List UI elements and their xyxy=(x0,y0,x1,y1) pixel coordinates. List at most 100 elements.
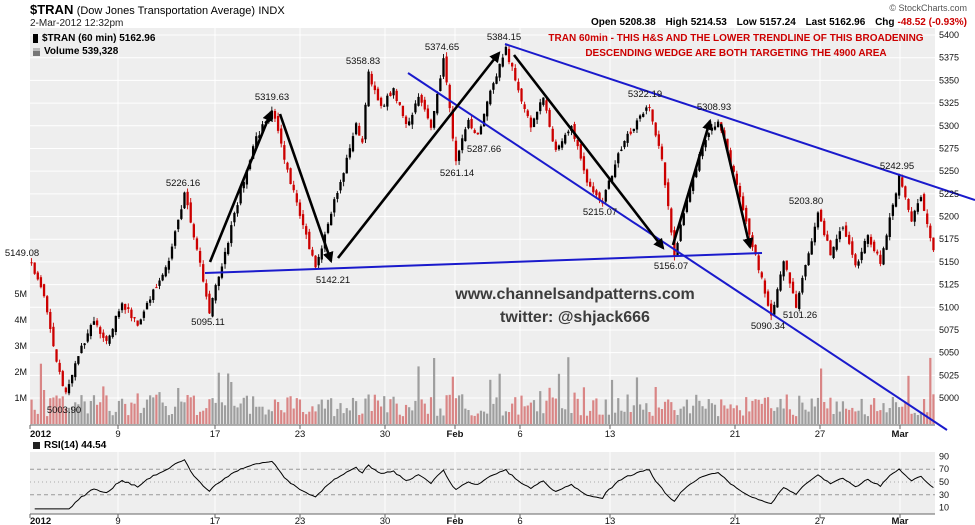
svg-text:5101.26: 5101.26 xyxy=(783,310,817,321)
rsi-line xyxy=(34,459,934,510)
legend-main-label: $TRAN (60 min) 5162.96 xyxy=(42,33,156,44)
svg-text:5M: 5M xyxy=(14,289,27,299)
svg-text:5374.65: 5374.65 xyxy=(425,42,459,53)
svg-text:27: 27 xyxy=(815,429,826,440)
svg-text:23: 23 xyxy=(295,429,306,440)
svg-text:5384.15: 5384.15 xyxy=(487,32,521,43)
symbol-name: (Dow Jones Transportation Average) xyxy=(76,5,256,17)
svg-text:27: 27 xyxy=(815,516,826,525)
svg-text:13: 13 xyxy=(605,429,616,440)
svg-text:5000: 5000 xyxy=(939,393,959,403)
svg-text:90: 90 xyxy=(939,451,949,461)
svg-text:17: 17 xyxy=(210,429,221,440)
low-label: Low xyxy=(736,17,757,28)
volume-histogram-icon xyxy=(33,47,40,56)
svg-text:5350: 5350 xyxy=(939,75,959,85)
svg-text:5003.90: 5003.90 xyxy=(47,405,81,416)
last-label: Last xyxy=(805,17,827,28)
svg-text:6: 6 xyxy=(517,429,522,440)
plot-backgrounds xyxy=(30,28,935,514)
svg-text:5100: 5100 xyxy=(939,302,959,312)
svg-text:4M: 4M xyxy=(14,315,27,325)
price-axis: 5000 5025 5050 5075 5100 5125 5150 5175 5200 5225… xyxy=(939,30,959,403)
svg-text:5322.19: 5322.19 xyxy=(628,89,662,100)
svg-text:5287.66: 5287.66 xyxy=(467,144,501,155)
svg-text:1M: 1M xyxy=(14,393,27,403)
volume-axis: 5M 4M 3M 2M 1M xyxy=(14,289,27,403)
low-value: 5157.24 xyxy=(759,17,796,28)
svg-text:5200: 5200 xyxy=(939,212,959,222)
svg-text:5075: 5075 xyxy=(939,325,959,335)
svg-text:30: 30 xyxy=(380,516,391,525)
x-axis: 2012 2012 9 9 17 17 23 23 30 30 Feb Feb 6 6 13 13 21 21 27… xyxy=(29,424,935,525)
watermark-site: www.channelsandpatterns.com xyxy=(455,286,695,303)
watermark-twitter: twitter: @shjack666 xyxy=(500,309,650,326)
last-value: 5162.96 xyxy=(829,17,866,28)
svg-text:5261.14: 5261.14 xyxy=(440,168,474,179)
svg-text:9: 9 xyxy=(115,429,120,440)
svg-text:5142.21: 5142.21 xyxy=(316,275,350,286)
trendline-wedge-upper xyxy=(504,43,975,201)
svg-text:5319.63: 5319.63 xyxy=(255,92,289,103)
svg-text:50: 50 xyxy=(939,477,949,487)
svg-text:Feb: Feb xyxy=(447,516,464,525)
candlestick-icon xyxy=(33,34,38,43)
svg-text:5150: 5150 xyxy=(939,257,959,267)
svg-text:5242.95: 5242.95 xyxy=(880,161,914,172)
svg-text:5215.07: 5215.07 xyxy=(583,207,617,218)
trendlines xyxy=(204,43,975,431)
svg-text:5156.07: 5156.07 xyxy=(654,261,688,272)
gridlines xyxy=(30,28,935,514)
svg-text:2012: 2012 xyxy=(30,516,51,525)
legend-main: $TRAN (60 min) 5162.96 xyxy=(33,33,155,44)
legend-rsi: RSI(14) 44.54 xyxy=(33,440,106,451)
svg-text:2M: 2M xyxy=(14,367,27,377)
svg-text:Mar: Mar xyxy=(892,516,909,525)
high-label: High xyxy=(665,17,688,28)
svg-text:23: 23 xyxy=(295,516,306,525)
hs-pattern-arrows xyxy=(208,51,754,264)
legend-rsi-label: RSI(14) 44.54 xyxy=(44,440,107,451)
high-value: 5214.53 xyxy=(690,17,727,28)
svg-text:5203.80: 5203.80 xyxy=(789,196,823,207)
svg-text:13: 13 xyxy=(605,516,616,525)
svg-text:5400: 5400 xyxy=(939,30,959,40)
svg-text:2012: 2012 xyxy=(30,429,51,440)
trendline-neckline xyxy=(204,252,763,274)
page-title: $TRAN (Dow Jones Transportation Average)… xyxy=(30,2,285,17)
svg-text:30: 30 xyxy=(380,429,391,440)
quote-bar: Open 5208.38 High 5214.53 Low 5157.24 Last 5… xyxy=(591,17,967,28)
trendline-wedge-lower xyxy=(407,72,948,431)
analyst-annotation: TRAN 60min - THIS H&S AND THE LOWER TREN… xyxy=(538,31,934,61)
watermark: www.channelsandpatterns.com twitter: @sh… xyxy=(290,283,860,329)
open-label: Open xyxy=(590,17,617,28)
svg-text:5225: 5225 xyxy=(939,189,959,199)
svg-text:5300: 5300 xyxy=(939,121,959,131)
svg-text:5325: 5325 xyxy=(939,98,959,108)
legend-volume-label: Volume 539,328 xyxy=(44,46,119,57)
candlesticks xyxy=(30,45,935,396)
svg-text:5025: 5025 xyxy=(939,370,959,380)
svg-text:5095.11: 5095.11 xyxy=(191,317,225,328)
svg-text:5149.08: 5149.08 xyxy=(5,248,39,259)
chart-datetime: 2-Mar-2012 12:32pm xyxy=(30,18,124,29)
chg-label: Chg xyxy=(875,17,895,28)
svg-text:Mar: Mar xyxy=(892,429,909,440)
annotation-line1: TRAN 60min - THIS H&S AND THE LOWER TREN… xyxy=(548,33,924,44)
symbol: $TRAN xyxy=(30,2,74,17)
svg-text:5308.93: 5308.93 xyxy=(697,102,731,113)
svg-text:5375: 5375 xyxy=(939,53,959,63)
chg-value: -48.52 (-0.93%) xyxy=(897,17,967,28)
svg-text:9: 9 xyxy=(115,516,120,525)
svg-text:5175: 5175 xyxy=(939,234,959,244)
legend-volume: Volume 539,328 xyxy=(33,46,118,57)
svg-text:5358.83: 5358.83 xyxy=(346,56,380,67)
exchange: INDX xyxy=(258,5,285,17)
svg-text:21: 21 xyxy=(730,516,741,525)
svg-text:5275: 5275 xyxy=(939,143,959,153)
rsi-indicator-icon xyxy=(33,442,40,449)
svg-text:5125: 5125 xyxy=(939,280,959,290)
open-value: 5208.38 xyxy=(619,17,656,28)
svg-text:30: 30 xyxy=(939,490,949,500)
